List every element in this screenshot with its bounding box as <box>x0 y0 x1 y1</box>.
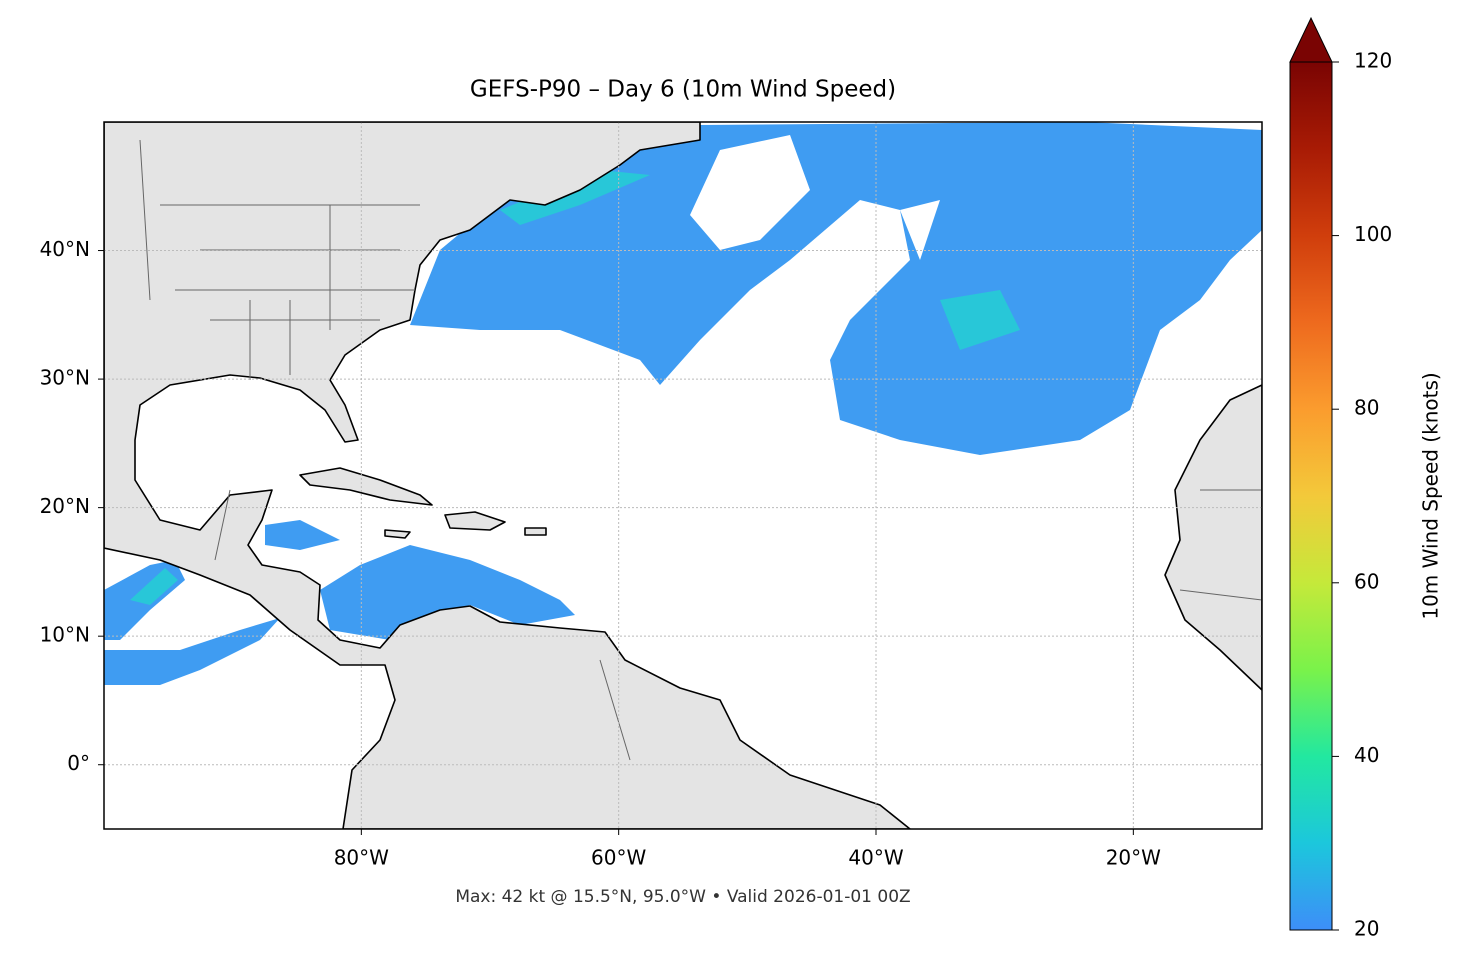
colorbar-tick-label: 80 <box>1354 396 1379 420</box>
wind-field <box>104 122 1262 685</box>
land <box>1164 384 1262 691</box>
colorbar <box>1289 61 1333 931</box>
lat-tick-label: 20°N <box>40 494 90 518</box>
grid <box>104 122 1262 829</box>
lon-tick-label: 20°W <box>1106 846 1161 870</box>
title: GEFS-P90 – Day 6 (10m Wind Speed) <box>470 77 896 103</box>
footer: Max: 42 kt @ 15.5°N, 95.0°W • Valid 2026… <box>455 887 910 907</box>
colorbar-extend <box>1289 16 1333 63</box>
lat-tick-label: 30°N <box>40 366 90 390</box>
land <box>299 467 547 539</box>
colorbar-tick-label: 100 <box>1354 222 1392 246</box>
wind-area <box>500 170 1020 350</box>
wind-gap <box>690 135 940 260</box>
state-borders <box>139 139 1262 761</box>
colorbar-label: 10m Wind Speed (knots) <box>1419 372 1443 619</box>
land <box>104 122 911 829</box>
wind-area <box>130 568 178 605</box>
colorbar-tick-label: 20 <box>1354 917 1379 941</box>
colorbar-tick-label: 60 <box>1354 569 1379 593</box>
lat-tick-label: 0° <box>67 751 90 775</box>
wind-area <box>320 545 575 640</box>
map-area <box>104 122 1262 829</box>
lon-tick-label: 80°W <box>334 846 389 870</box>
lat-tick-label: 40°N <box>40 237 90 261</box>
map-frame <box>103 121 1263 830</box>
colorbar-tick-label: 40 <box>1354 743 1379 767</box>
wind-area <box>410 122 1262 455</box>
lon-tick-label: 40°W <box>848 846 903 870</box>
lon-tick-label: 60°W <box>591 846 646 870</box>
lat-tick-label: 10°N <box>40 623 90 647</box>
colorbar-tick-label: 120 <box>1354 49 1392 73</box>
